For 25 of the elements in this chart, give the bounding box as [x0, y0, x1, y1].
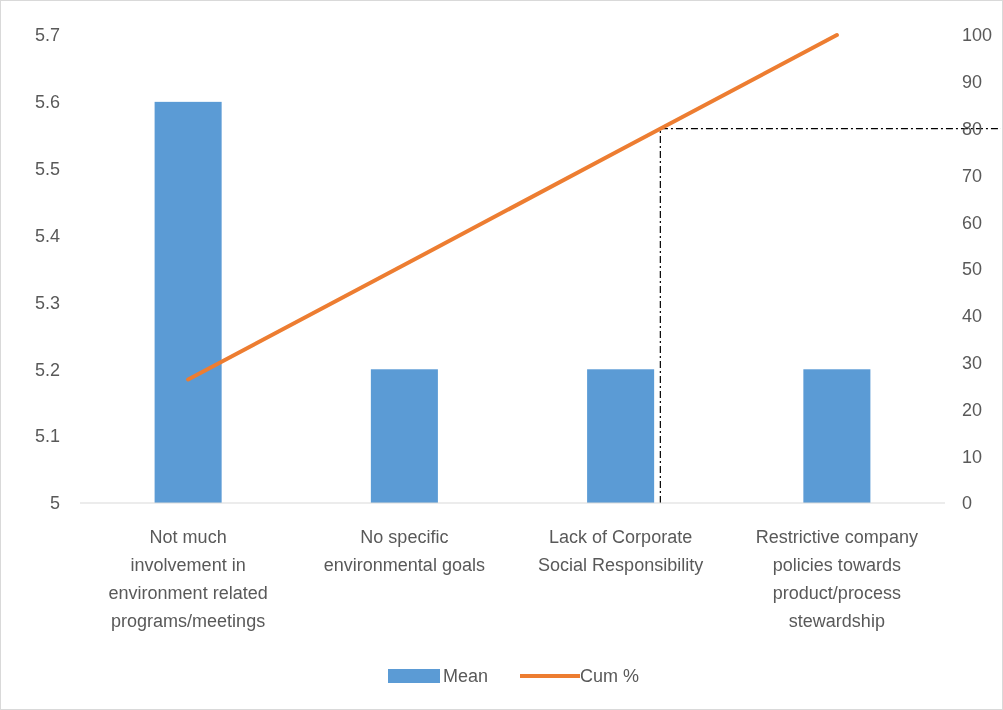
y2-tick-label: 30 — [962, 352, 983, 373]
y2-tick-label: 50 — [962, 259, 983, 280]
y-tick-label: 5.3 — [34, 292, 60, 313]
y-tick-label: 5.7 — [34, 25, 60, 46]
y-tick-label: 5.2 — [34, 359, 60, 380]
y-tick-label: 5.5 — [34, 159, 60, 180]
y2-tick-label: 60 — [962, 212, 983, 233]
legend-label: Cum % — [580, 666, 640, 687]
x-tick-label: Restrictive company policies towards product/process stewardship — [755, 527, 918, 631]
line-series — [186, 33, 839, 382]
x-tick-label: Not much involvement in environment related programs/meetings — [108, 527, 268, 631]
y-tick-label: 5.4 — [34, 225, 60, 246]
x-tick-label: Lack of Corporate Social Responsibility — [538, 527, 704, 575]
y2-tick-label: 0 — [962, 493, 973, 514]
legend-label: Mean — [443, 666, 489, 687]
y2-tick-label: 70 — [962, 165, 983, 186]
y-tick-label: 5.1 — [34, 426, 60, 447]
y-tick-label: 5.6 — [34, 92, 60, 113]
y2-tick-label: 90 — [962, 72, 983, 93]
y2-tick-label: 20 — [962, 399, 983, 420]
y2-tick-label: 100 — [962, 25, 993, 46]
y-tick-label: 5 — [49, 493, 60, 514]
x-tick-label: No specific environmental goals — [323, 527, 485, 575]
y2-tick-label: 40 — [962, 306, 983, 327]
y2-tick-label: 10 — [962, 446, 983, 467]
